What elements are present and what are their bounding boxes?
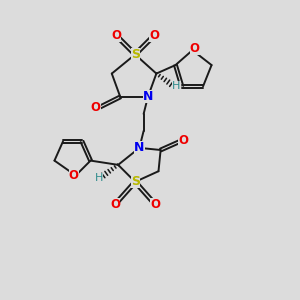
Text: O: O [178,134,188,147]
Text: O: O [69,169,79,182]
Text: N: N [143,90,153,104]
Text: S: S [130,48,140,61]
Text: O: O [111,29,121,42]
Text: H: H [172,81,181,91]
Text: O: O [150,198,160,211]
Text: O: O [149,29,159,42]
Text: O: O [91,101,101,114]
Text: O: O [110,198,120,211]
Text: O: O [190,42,200,55]
Text: H: H [95,172,103,183]
Text: N: N [134,141,145,154]
Text: S: S [130,175,140,188]
